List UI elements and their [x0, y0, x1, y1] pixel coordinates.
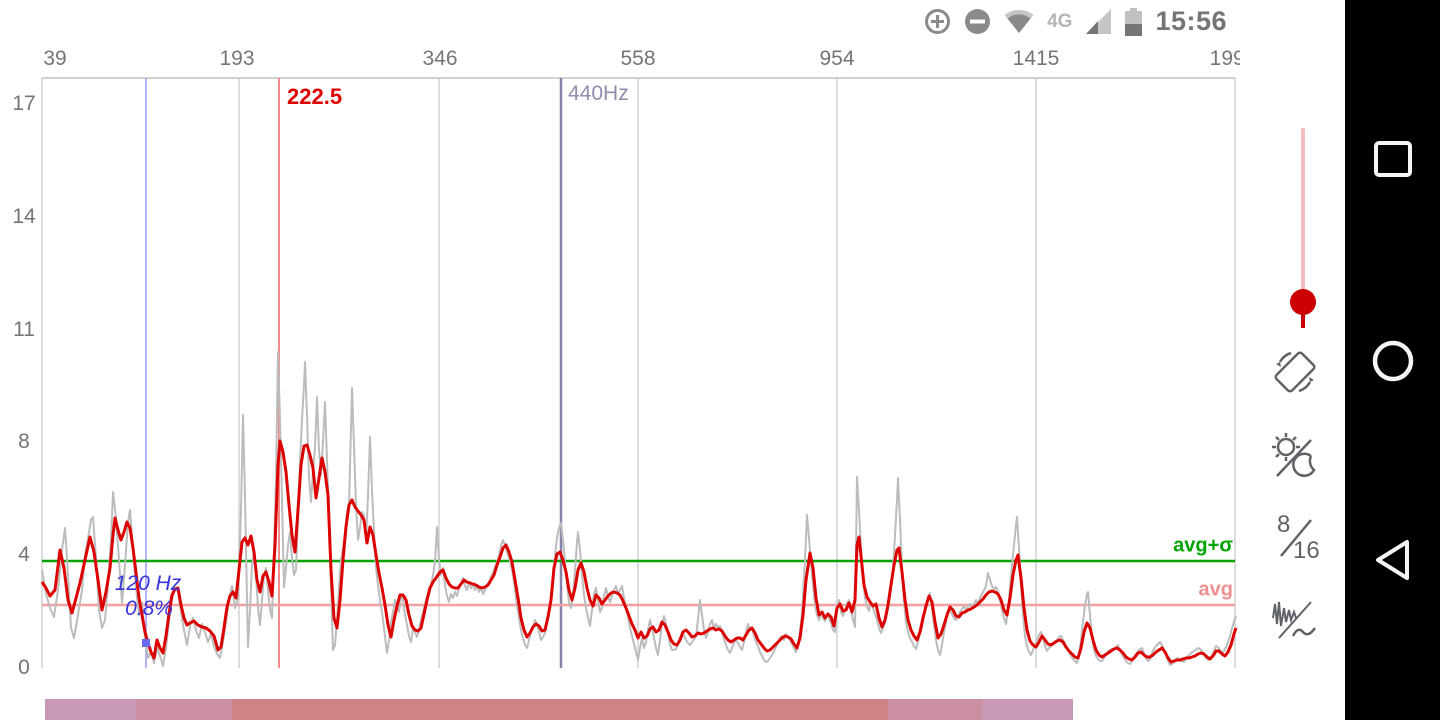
spectrum-plot-canvas[interactable] — [0, 0, 1345, 720]
data-saver-icon — [925, 9, 951, 34]
status-bar: 4G 15:56 — [0, 0, 1345, 44]
recents-square-icon — [1374, 141, 1412, 177]
recents-button[interactable] — [1369, 135, 1417, 183]
spectrum-chart[interactable]: 39 193 346 558 954 1415 1999 0 4 8 11 14 17 222.5 44… — [0, 0, 1345, 720]
home-circle-icon — [1372, 340, 1414, 382]
cursor-marker[interactable] — [142, 639, 150, 647]
fft-size-button[interactable]: 8 16 — [1267, 510, 1323, 566]
scale-slider[interactable] — [1240, 44, 1345, 334]
smoothing-toggle-button[interactable] — [1267, 588, 1323, 644]
octave-level-bar — [0, 699, 1345, 720]
fft-size-denominator: 16 — [1293, 537, 1320, 564]
x-tick-label: 346 — [422, 47, 458, 70]
signal-icon — [1086, 8, 1112, 34]
level-bar-segment — [232, 699, 888, 720]
y-tick-label: 17 — [12, 92, 36, 115]
back-triangle-icon — [1376, 540, 1409, 580]
x-tick-label: 1415 — [1012, 47, 1060, 70]
home-button[interactable] — [1369, 337, 1417, 385]
x-tick-label: 193 — [219, 47, 255, 70]
do-not-disturb-icon — [965, 9, 991, 34]
avg-plus-sigma-label: avg+σ — [1173, 534, 1233, 557]
level-bar-segment — [45, 699, 136, 720]
y-tick-label: 14 — [12, 205, 36, 228]
waveform-smoothing-icon — [1272, 601, 1317, 639]
y-tick-label: 8 — [18, 430, 30, 453]
scale-slider-track[interactable] — [1301, 128, 1305, 294]
network-type-label: 4G — [1047, 10, 1073, 32]
avg-label: avg — [1198, 578, 1233, 601]
rotate-screen-button[interactable] — [1267, 346, 1323, 402]
fft-size-icon: 8 16 — [1277, 511, 1320, 564]
clock: 15:56 — [1155, 6, 1227, 36]
cursor-value-label: 0.8% — [125, 597, 173, 620]
smoothed-spectrum-curve — [40, 439, 1238, 664]
x-tick-label: 558 — [620, 47, 656, 70]
a440-reference-label: 440Hz — [568, 82, 629, 105]
scale-slider-knob[interactable] — [1290, 289, 1316, 315]
y-tick-label: 4 — [18, 543, 30, 566]
theme-toggle-button[interactable] — [1267, 428, 1323, 484]
scale-slider-stem — [1301, 312, 1305, 328]
level-bar-segment — [982, 699, 1073, 720]
x-tick-label: 39 — [43, 47, 67, 70]
back-button[interactable] — [1369, 536, 1417, 584]
wifi-icon — [1004, 9, 1034, 33]
day-night-icon — [1272, 433, 1316, 477]
y-tick-label: 0 — [18, 656, 30, 679]
side-toolbar: 8 16 — [1240, 44, 1345, 720]
selected-frequency-label: 222.5 — [287, 84, 343, 109]
level-bar-segment — [136, 699, 232, 720]
x-tick-label: 954 — [819, 47, 855, 70]
raw-spectrum-curve — [41, 351, 1237, 667]
battery-icon — [1125, 7, 1143, 36]
cursor-frequency-label: 120 Hz — [114, 572, 182, 595]
y-tick-label: 11 — [13, 318, 35, 341]
fft-size-numerator: 8 — [1277, 511, 1290, 538]
rotate-screen-icon — [1274, 351, 1316, 393]
level-bar-segment — [888, 699, 982, 720]
android-nav-bar — [1345, 0, 1440, 720]
